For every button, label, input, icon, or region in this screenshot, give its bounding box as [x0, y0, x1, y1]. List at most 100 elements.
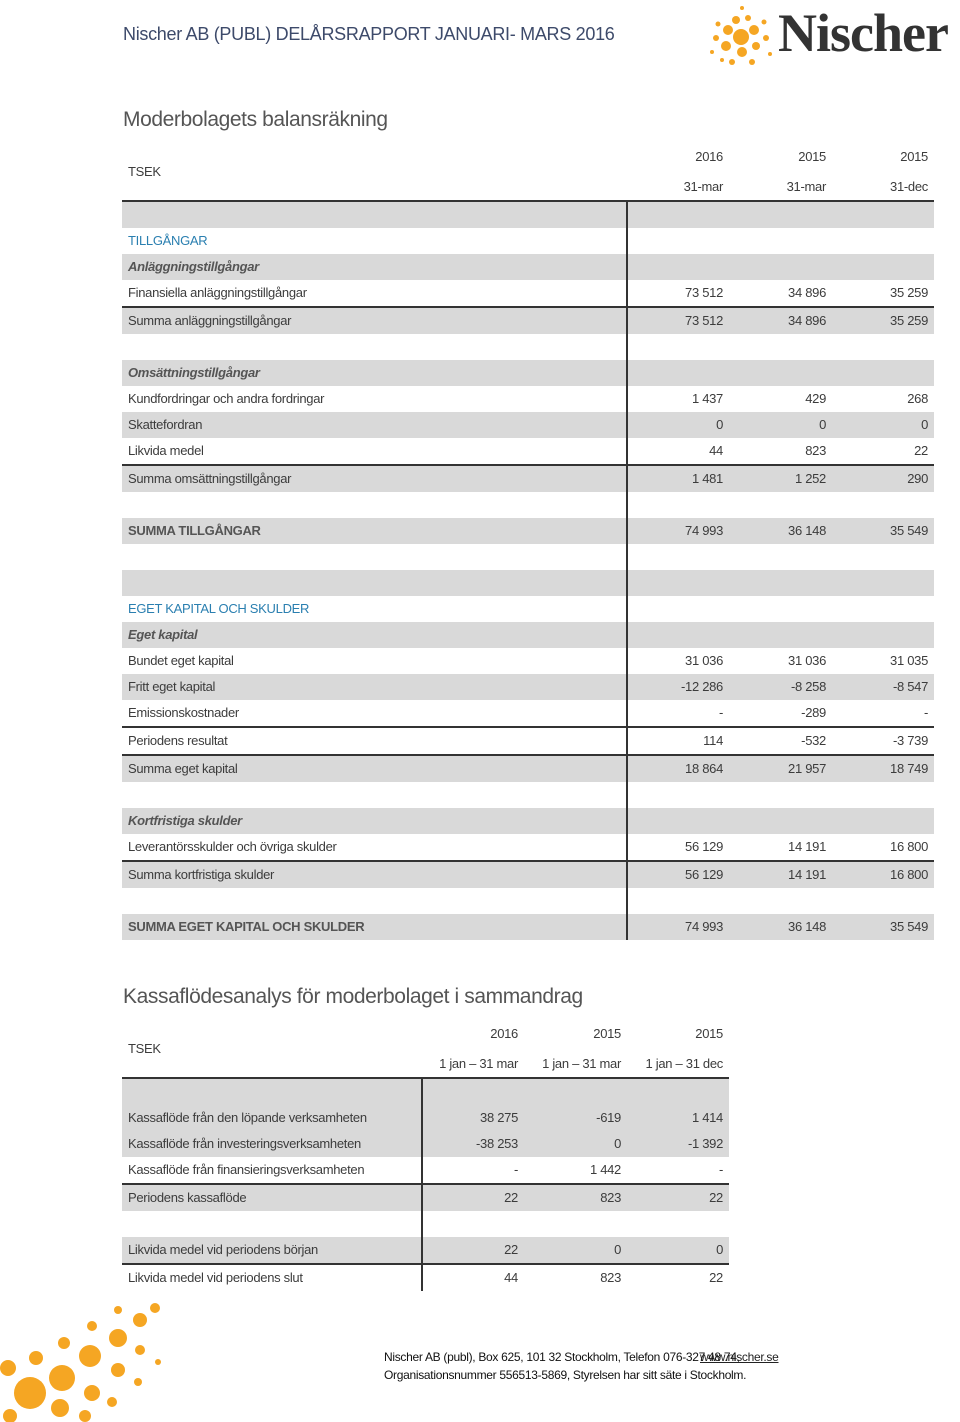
row-value: 823 [805, 443, 826, 458]
row-background [122, 254, 934, 280]
footer-link[interactable]: www.nischer.se [700, 1350, 779, 1364]
row-value: 823 [600, 1190, 621, 1205]
row-rule [122, 306, 934, 308]
row-label: Fritt eget kapital [128, 679, 216, 694]
logo-mark [710, 6, 772, 65]
row-label: SUMMA TILLGÅNGAR [128, 523, 261, 538]
row-label: Kassaflöde från den löpande verksamheten [128, 1110, 367, 1125]
row-label: Summa omsättningstillgångar [128, 471, 292, 486]
row-value: 0 [921, 417, 928, 432]
report-header-title: Nischer AB (PUBL) DELÅRSRAPPORT JANUARI-… [123, 24, 615, 44]
row-value: 73 512 [685, 313, 723, 328]
header-rule [122, 200, 934, 202]
row-label: SUMMA EGET KAPITAL OCH SKULDER [128, 919, 365, 934]
row-value: 22 [504, 1190, 518, 1205]
row-background [122, 1237, 729, 1263]
row-value: 0 [614, 1136, 621, 1151]
row-background [122, 756, 934, 782]
row-label: Bundet eget kapital [128, 653, 234, 668]
row-value: 35 259 [890, 313, 928, 328]
row-background [122, 518, 934, 544]
row-value: 22 [914, 443, 928, 458]
row-value: 0 [716, 417, 723, 432]
row-value: 14 191 [788, 867, 826, 882]
row-label: Omsättningstillgångar [128, 365, 260, 380]
column-year: 2015 [593, 1026, 621, 1041]
row-value: 74 993 [685, 523, 723, 538]
row-value: 429 [805, 391, 826, 406]
row-value: 38 275 [480, 1110, 518, 1125]
row-value: -12 286 [681, 679, 723, 694]
column-year: 2016 [695, 149, 723, 164]
row-value: 1 437 [691, 391, 723, 406]
row-value: 14 191 [788, 839, 826, 854]
logo-text: Nischer [778, 3, 949, 63]
row-background [122, 412, 934, 438]
row-value: - [718, 705, 723, 720]
row-value: 22 [504, 1242, 518, 1257]
row-value: 18 864 [685, 761, 723, 776]
row-value: 823 [600, 1270, 621, 1285]
row-label: Kassaflöde från finansieringsverksamhete… [128, 1162, 365, 1177]
footer-registration: Organisationsnummer 556513-5869, Styrels… [384, 1368, 747, 1382]
row-value: 16 800 [890, 839, 928, 854]
row-value: 44 [504, 1270, 518, 1285]
row-label: Likvida medel vid periodens början [128, 1242, 318, 1257]
row-label: Likvida medel [128, 443, 204, 458]
row-value: 16 800 [890, 867, 928, 882]
row-value: 0 [716, 1242, 723, 1257]
column-year: 2015 [798, 149, 826, 164]
row-label: Summa eget kapital [128, 761, 238, 776]
row-value: - [513, 1162, 518, 1177]
column-period: 1 jan – 31 dec [645, 1056, 724, 1071]
row-label: Kassaflöde från investeringsverksamheten [128, 1136, 361, 1151]
column-year: 2016 [490, 1026, 518, 1041]
row-rule [122, 1263, 729, 1265]
column-year: 2015 [695, 1026, 723, 1041]
row-background [122, 1131, 729, 1157]
row-value: 0 [819, 417, 826, 432]
row-rule [122, 1183, 729, 1185]
section-title: Moderbolagets balansräkning [123, 108, 388, 131]
column-period: 1 jan – 31 mar [542, 1056, 621, 1071]
row-label: Anläggningstillgångar [128, 259, 259, 274]
unit-label: TSEK [128, 164, 161, 179]
row-background [122, 862, 934, 888]
row-background [122, 1105, 729, 1131]
row-value: 1 481 [691, 471, 723, 486]
row-label: Eget kapital [128, 627, 198, 642]
row-background [122, 914, 934, 940]
column-period: 31-dec [890, 179, 928, 194]
row-label: EGET KAPITAL OCH SKULDER [128, 601, 310, 616]
row-label: Skattefordran [128, 417, 203, 432]
row-value: 0 [614, 1242, 621, 1257]
row-rule [122, 860, 934, 862]
row-label: Summa anläggningstillgångar [128, 313, 292, 328]
column-divider [421, 1079, 423, 1291]
row-value: 22 [709, 1190, 723, 1205]
row-background [122, 674, 934, 700]
row-background [122, 466, 934, 492]
row-value: 31 036 [788, 653, 826, 668]
row-value: 56 129 [685, 867, 723, 882]
row-value: -1 392 [687, 1136, 723, 1151]
row-value: 22 [709, 1270, 723, 1285]
row-value: -619 [596, 1110, 621, 1125]
row-background [122, 808, 934, 834]
section-title: Kassaflödesanalys för moderbolaget i sam… [123, 985, 583, 1008]
row-label: Emissionskostnader [128, 705, 239, 720]
row-value: 73 512 [685, 285, 723, 300]
row-background [122, 622, 934, 648]
row-value: 35 549 [890, 919, 928, 934]
row-value: 290 [907, 471, 928, 486]
row-value: - [718, 1162, 723, 1177]
column-year: 2015 [900, 149, 928, 164]
row-value: -38 253 [476, 1136, 518, 1151]
column-period: 31-mar [683, 179, 724, 194]
row-value: 18 749 [890, 761, 928, 776]
row-value: -8 547 [892, 679, 928, 694]
row-label: TILLGÅNGAR [128, 233, 208, 248]
row-value: 114 [703, 733, 723, 748]
row-value: -8 258 [790, 679, 826, 694]
unit-label: TSEK [128, 1041, 161, 1056]
